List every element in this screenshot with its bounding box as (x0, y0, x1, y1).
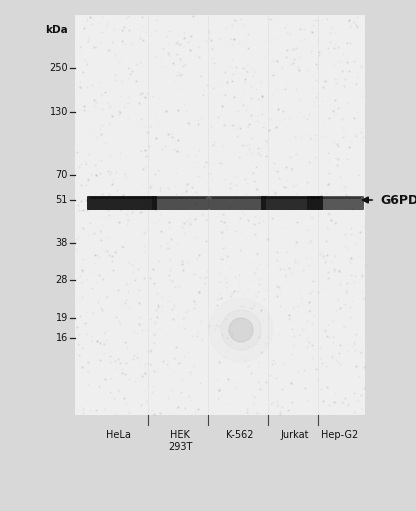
Bar (155, 197, 206, 199)
Text: 19: 19 (56, 313, 68, 323)
Circle shape (221, 310, 261, 350)
FancyBboxPatch shape (152, 196, 209, 210)
Circle shape (235, 323, 248, 336)
Text: 250: 250 (50, 63, 68, 73)
Text: 28: 28 (56, 275, 68, 285)
Text: K-562: K-562 (226, 430, 254, 440)
Text: Hep-G2: Hep-G2 (322, 430, 359, 440)
Bar (310, 197, 361, 199)
Text: 16: 16 (56, 333, 68, 343)
Bar (75, 15, 365, 415)
Text: Jurkat: Jurkat (281, 430, 309, 440)
Circle shape (209, 298, 273, 362)
FancyBboxPatch shape (261, 196, 323, 210)
Text: 51: 51 (56, 195, 68, 205)
Text: HeLa: HeLa (106, 430, 131, 440)
Text: 38: 38 (56, 238, 68, 248)
Text: 130: 130 (50, 107, 68, 117)
Text: 70: 70 (56, 170, 68, 180)
Text: G6PD: G6PD (380, 194, 416, 206)
FancyBboxPatch shape (209, 196, 266, 210)
Bar (264, 197, 320, 199)
Bar (90, 197, 154, 199)
FancyBboxPatch shape (307, 196, 364, 210)
Text: kDa: kDa (45, 25, 68, 35)
FancyBboxPatch shape (87, 196, 157, 210)
Text: HEK
293T: HEK 293T (168, 430, 192, 452)
Bar (212, 197, 263, 199)
Circle shape (229, 318, 253, 342)
